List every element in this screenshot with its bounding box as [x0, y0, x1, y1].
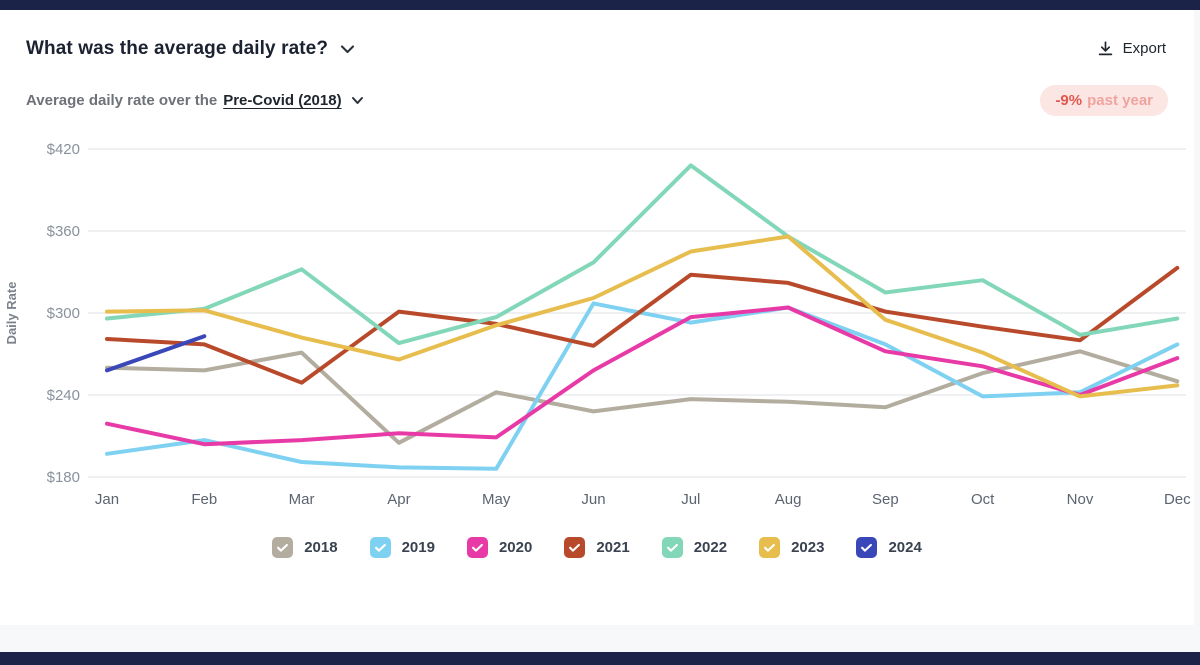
y-axis-label: Daily Rate [4, 282, 19, 345]
legend-item-2024[interactable]: 2024 [856, 537, 922, 558]
legend-checkbox-2022 [661, 537, 683, 558]
legend-label-2018: 2018 [304, 539, 338, 556]
checkmark-icon [569, 543, 581, 552]
question-selector[interactable]: What was the average daily rate? [26, 38, 355, 60]
dashboard-card: What was the average daily rate? Export … [0, 10, 1194, 625]
x-tick-label: Jan [95, 491, 119, 508]
adr-line-chart: $180 $240 $300 $360 $420 Daily Rate Jan Feb Mar A… [4, 141, 1191, 508]
subtitle-prefix: Average daily rate over the [26, 92, 218, 109]
y-tick-label: $420 [47, 141, 80, 158]
legend-label-2023: 2023 [791, 539, 825, 556]
legend-item-2020[interactable]: 2020 [466, 537, 533, 558]
checkmark-icon [666, 543, 678, 552]
legend-item-2018[interactable]: 2018 [272, 537, 338, 558]
y-tick-label: $240 [47, 387, 80, 404]
series-line-2020 [105, 305, 1180, 447]
series-line-2019 [105, 301, 1180, 471]
export-button[interactable]: Export [1095, 36, 1168, 61]
legend-checkbox-2023 [759, 537, 781, 558]
legend-checkbox-2020 [466, 537, 488, 558]
page-title: What was the average daily rate? [26, 37, 329, 59]
sub-row: Average daily rate over the Pre-Covid (2… [26, 85, 1168, 116]
x-tick-label: Feb [191, 491, 217, 508]
series-line-2023 [105, 234, 1180, 399]
chevron-down-icon [340, 44, 355, 54]
x-tick-label: Nov [1067, 491, 1094, 508]
legend-item-2023[interactable]: 2023 [759, 537, 824, 558]
header-row: What was the average daily rate? Export [26, 36, 1168, 61]
legend-label-2020: 2020 [498, 539, 533, 556]
y-tick-label: $300 [47, 305, 80, 322]
checkmark-icon [861, 543, 873, 552]
legend-item-2021[interactable]: 2021 [564, 537, 630, 558]
legend-checkbox-2019 [369, 537, 391, 558]
bottom-chrome-strip [0, 652, 1200, 665]
legend-label-2024: 2024 [888, 539, 922, 556]
legend-label-2021: 2021 [596, 539, 630, 556]
legend-label-2019: 2019 [401, 539, 435, 556]
legend-checkbox-2021 [564, 537, 586, 558]
series-line-2021 [105, 265, 1180, 385]
series-line-2024 [105, 334, 207, 373]
x-tick-label: Oct [971, 491, 995, 508]
y-tick-label: $180 [47, 469, 80, 486]
checkmark-icon [277, 543, 289, 552]
legend-item-2019[interactable]: 2019 [369, 537, 435, 558]
x-tick-label: May [482, 491, 511, 508]
checkmark-icon [374, 543, 386, 552]
chart-area: $180 $240 $300 $360 $420 Daily Rate Jan Feb Mar A… [0, 126, 1200, 521]
legend-label-2022: 2022 [693, 539, 728, 556]
y-tick-label: $360 [47, 223, 80, 240]
chart-legend: 2018 2019 2020 2021 2022 2023 2024 [26, 537, 1168, 558]
x-tick-label: Sep [872, 491, 899, 508]
series-line-2018 [105, 349, 1180, 445]
trend-badge-value: -9% [1055, 92, 1083, 109]
chart-subtitle: Average daily rate over the Pre-Covid (2… [26, 92, 364, 109]
trend-badge: -9% past year [1040, 85, 1168, 116]
chevron-down-icon [351, 96, 364, 105]
x-tick-label: Dec [1164, 491, 1191, 508]
legend-checkbox-2024 [856, 537, 878, 558]
x-tick-label: Apr [387, 491, 410, 508]
x-tick-label: Mar [289, 491, 315, 508]
x-tick-label: Jul [681, 491, 700, 508]
legend-item-2022[interactable]: 2022 [661, 537, 728, 558]
period-selector[interactable]: Pre-Covid (2018) [223, 92, 363, 109]
trend-badge-suffix: past year [1087, 92, 1153, 109]
export-label: Export [1122, 40, 1166, 57]
x-tick-label: Jun [581, 491, 605, 508]
checkmark-icon [472, 543, 483, 552]
download-icon [1097, 40, 1114, 57]
top-chrome-strip [0, 0, 1200, 10]
period-label: Pre-Covid (2018) [223, 92, 342, 109]
legend-checkbox-2018 [272, 537, 294, 558]
x-tick-label: Aug [775, 491, 802, 508]
series-line-2022 [105, 163, 1180, 346]
checkmark-icon [764, 543, 775, 552]
